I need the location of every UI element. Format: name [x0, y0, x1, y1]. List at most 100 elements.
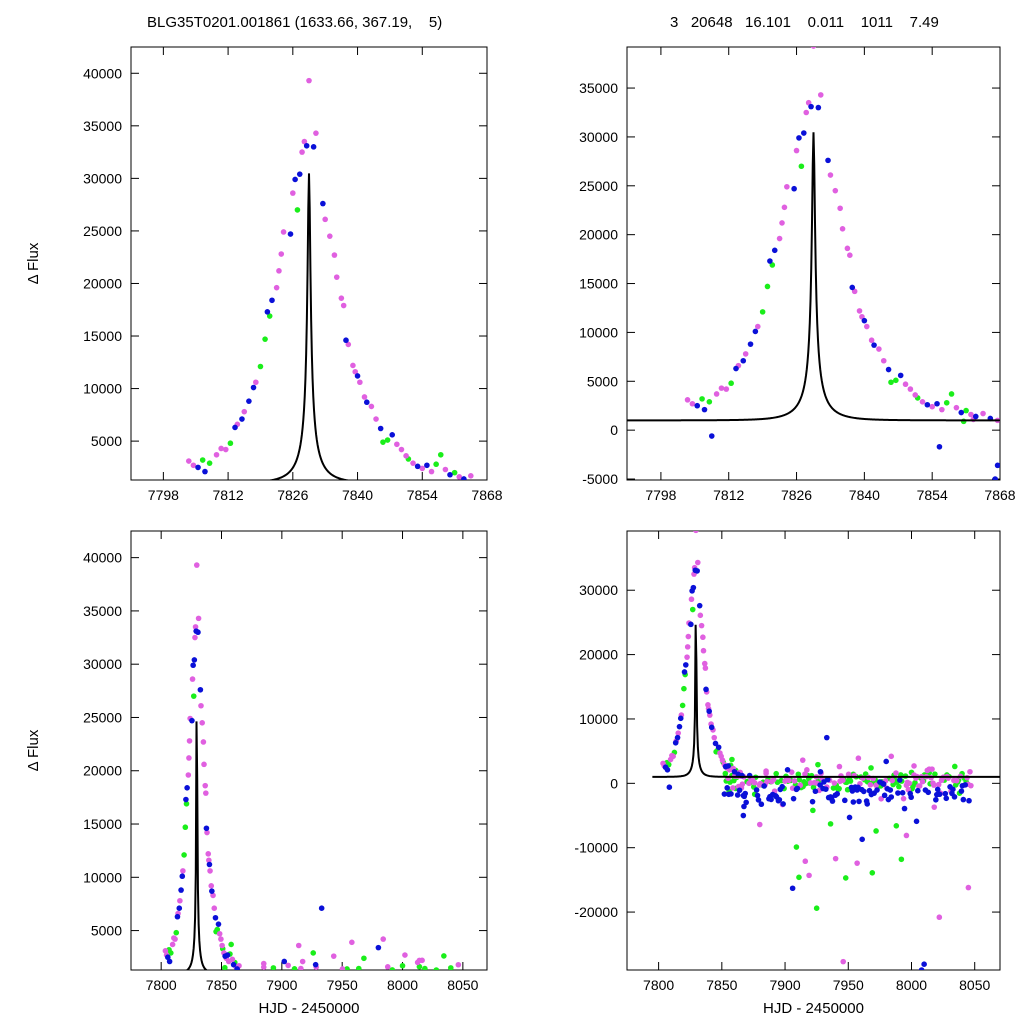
data-point [403, 453, 409, 459]
data-point [174, 913, 181, 920]
y-tick-label: -5000 [582, 471, 618, 487]
y-tick-label: 0 [610, 775, 618, 791]
data-point [919, 399, 926, 405]
data-point [685, 633, 692, 640]
data-point [966, 797, 972, 804]
data-point [902, 381, 909, 388]
data-point [827, 172, 834, 178]
x-tick-label: 7812 [213, 487, 244, 503]
data-point [739, 781, 746, 787]
data-point [936, 791, 943, 798]
data-point [224, 952, 231, 958]
data-point [666, 784, 673, 790]
data-point [831, 780, 838, 786]
data-point [322, 216, 328, 223]
data-point [958, 409, 965, 416]
data-point [253, 379, 259, 386]
data-point [873, 782, 879, 789]
data-point [963, 407, 969, 414]
data-point [861, 317, 868, 324]
data-point [674, 734, 681, 741]
data-point [345, 341, 352, 348]
data-point [880, 781, 887, 787]
data-point [896, 777, 903, 783]
data-point [933, 796, 939, 803]
x-tick-label: 7950 [327, 977, 358, 993]
data-point [903, 832, 910, 839]
data-point [943, 795, 950, 802]
y-tick-label: 20000 [83, 763, 122, 779]
y-tick-label: 20000 [83, 275, 122, 291]
data-point [373, 416, 379, 422]
data-point [179, 873, 186, 880]
data-point [211, 905, 218, 911]
data-point [183, 800, 190, 807]
x-tick-label: 8000 [896, 977, 927, 993]
data-point [698, 622, 705, 629]
data-point [197, 686, 204, 693]
data-point [907, 386, 914, 392]
data-point [808, 103, 814, 110]
data-point [688, 621, 694, 628]
x-tick-label: 7826 [277, 487, 308, 503]
plot-frame [130, 46, 488, 481]
data-point [177, 897, 183, 904]
data-point [825, 157, 831, 164]
x-tick-label: 7900 [769, 977, 800, 993]
data-point [888, 379, 894, 386]
data-point [468, 472, 474, 479]
data-point [363, 399, 370, 406]
x-tick-label: 7868 [984, 487, 1015, 503]
data-point [218, 445, 224, 452]
data-point [672, 739, 679, 746]
model-curve [652, 624, 1000, 778]
y-tick-label: 0 [610, 422, 618, 438]
x-tick-label: 7868 [471, 487, 502, 503]
data-point [185, 772, 192, 778]
data-point [190, 693, 197, 699]
data-point [285, 962, 291, 969]
data-point [793, 147, 800, 154]
data-point [280, 229, 287, 235]
data-point [936, 914, 943, 921]
data-point [186, 738, 193, 744]
data-point [290, 190, 296, 196]
data-point [733, 365, 739, 372]
data-point [228, 941, 234, 948]
data-point [230, 961, 237, 968]
data-point [681, 669, 688, 675]
data-point [227, 440, 234, 447]
data-point [172, 936, 178, 942]
data-point [394, 441, 400, 448]
data-point [349, 939, 355, 946]
header-right: 3 20648 16.101 0.011 1011 7.49 [670, 14, 939, 31]
data-point [908, 794, 914, 801]
data-point [728, 791, 734, 797]
data-point [888, 794, 895, 800]
data-point [168, 950, 174, 956]
data-point [950, 786, 956, 793]
data-point [190, 462, 197, 469]
data-point [688, 596, 695, 603]
data-point [935, 781, 942, 788]
data-point [191, 657, 198, 663]
data-point [361, 955, 367, 962]
data-point [767, 258, 773, 264]
data-point [755, 797, 762, 803]
data-point [824, 776, 831, 783]
y-tick-label: 15000 [83, 816, 122, 832]
data-point [331, 252, 338, 258]
data-point [327, 233, 333, 239]
data-point [701, 406, 708, 413]
data-point [841, 797, 848, 804]
data-point [932, 771, 938, 777]
data-point [689, 606, 696, 613]
data-point [724, 785, 731, 791]
data-point [260, 964, 267, 970]
data-point [702, 665, 709, 671]
data-point [722, 770, 729, 777]
data-point [166, 958, 173, 965]
data-point [195, 629, 201, 636]
data-point [883, 758, 890, 765]
